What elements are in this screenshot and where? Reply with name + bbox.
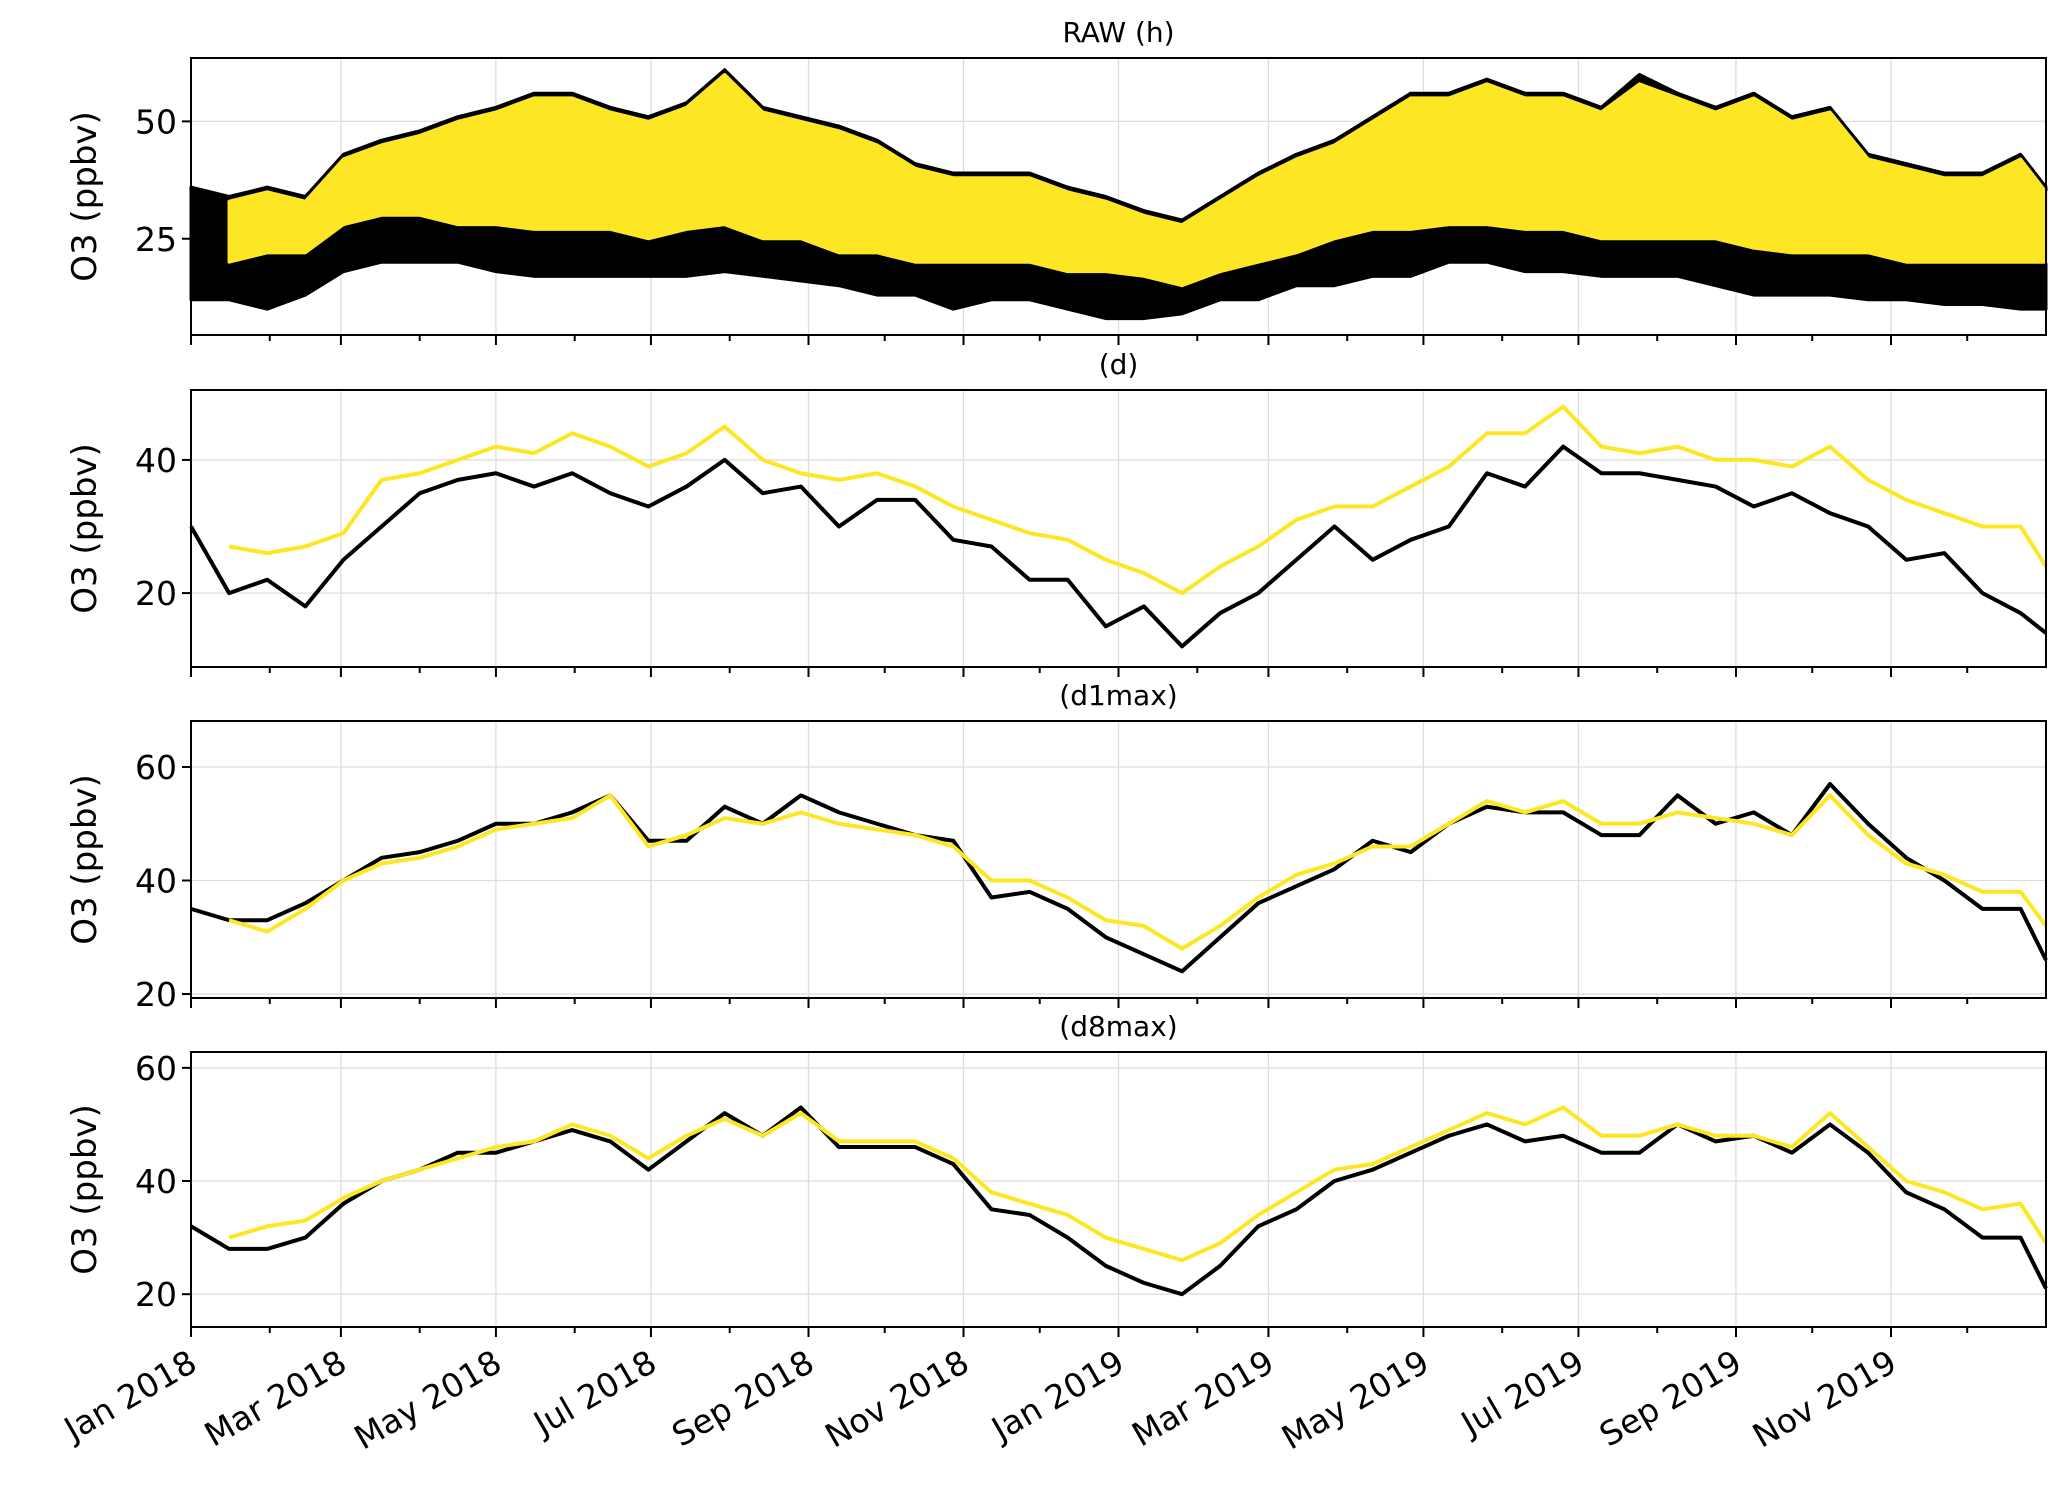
subplot-2: 20 40 (d) O3 (ppbv)	[65, 348, 2048, 677]
x-tick-label: Jul 2018	[525, 1342, 663, 1444]
x-tick-label: Jan 2019	[983, 1342, 1130, 1449]
y-tick-label: 20	[135, 975, 177, 1014]
y-tick-label: 20	[135, 1275, 177, 1314]
x-tick-label: Sep 2019	[1593, 1342, 1748, 1454]
subplot-title: RAW (h)	[1062, 16, 1174, 49]
series-line-black	[190, 782, 2048, 974]
y-axis-label: O3 (ppbv)	[65, 443, 105, 614]
y-tick-label: 50	[135, 102, 177, 141]
subplot-title: (d8max)	[1059, 1010, 1177, 1043]
x-tick-label: Mar 2019	[1125, 1342, 1280, 1454]
x-tick-label: May 2018	[348, 1342, 508, 1457]
y-tick-label: 40	[135, 862, 177, 901]
y-axis-label: O3 (ppbv)	[65, 1104, 105, 1275]
subplot-3: 20 40 60 (d1max) O3 (ppbv)	[65, 679, 2048, 1014]
x-tick-label: Jul 2019	[1453, 1342, 1591, 1444]
series-line-yellow	[228, 793, 2048, 951]
y-tick-label: 60	[135, 1049, 177, 1088]
series-line-black	[189, 444, 2048, 649]
series-line-yellow	[228, 1105, 2048, 1263]
x-tick-label: Mar 2018	[198, 1342, 353, 1454]
subplot-1: 25 50 RAW (h) O3 (ppbv)	[65, 16, 2048, 345]
y-tick-label: 40	[135, 441, 177, 480]
x-tick-label: Nov 2018	[818, 1342, 975, 1455]
x-tick-label: Sep 2018	[665, 1342, 820, 1454]
y-axis-label: O3 (ppbv)	[65, 774, 105, 945]
x-tick-label: Jan 2018	[56, 1342, 203, 1449]
y-tick-label: 40	[135, 1162, 177, 1201]
x-tick-label: May 2019	[1275, 1342, 1435, 1457]
y-tick-label: 20	[135, 574, 177, 613]
x-tick-label: Nov 2019	[1746, 1342, 1903, 1455]
y-tick-label: 60	[135, 748, 177, 787]
subplot-title: (d1max)	[1059, 679, 1177, 712]
y-axis-label: O3 (ppbv)	[65, 111, 105, 282]
subplot-title: (d)	[1099, 348, 1139, 381]
y-tick-label: 25	[135, 220, 177, 259]
